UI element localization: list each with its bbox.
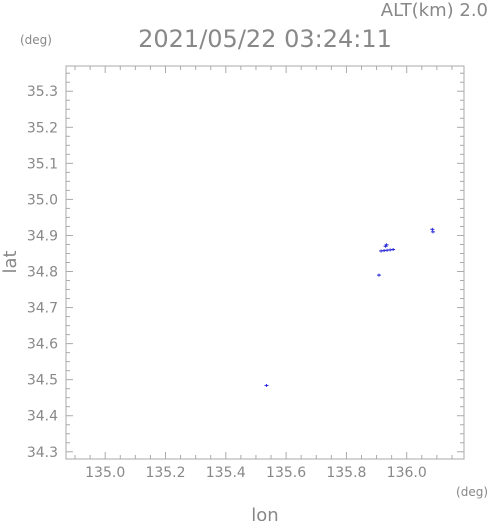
chart-title: 2021/05/22 03:24:11 xyxy=(138,25,392,53)
x-axis-title: lon xyxy=(251,505,278,521)
plot-frame xyxy=(65,65,465,460)
y-tick-label: 35.0 xyxy=(27,192,58,208)
x-tick-label: 135.4 xyxy=(206,465,246,481)
y-tick-label: 35.3 xyxy=(27,84,58,100)
y-tick-label: 34.3 xyxy=(27,445,58,461)
x-axis: 135.0 135.2 135.4 135.6 135.8 136.0 xyxy=(74,66,453,481)
x-tick-label: 135.8 xyxy=(326,465,366,481)
y-tick-label: 34.6 xyxy=(27,337,58,353)
data-point xyxy=(430,227,435,231)
y-unit-label: (deg) xyxy=(20,33,52,47)
y-axis: 34.3 34.4 34.5 34.6 34.7 34.8 34.9 35.0 35.1 35.2… xyxy=(27,72,464,461)
x-tick-label: 136.0 xyxy=(387,465,427,481)
y-tick-label: 34.9 xyxy=(27,228,58,244)
x-tick-label: 135.6 xyxy=(266,465,306,481)
data-point xyxy=(376,273,381,277)
altitude-label: ALT(km) 2.0 xyxy=(381,0,488,21)
x-tick-label: 135.0 xyxy=(85,465,125,481)
y-tick-label: 34.7 xyxy=(27,301,58,317)
y-tick-label: 34.8 xyxy=(27,265,58,281)
y-tick-label: 34.4 xyxy=(27,409,58,425)
data-point xyxy=(391,248,396,252)
y-tick-label: 34.5 xyxy=(27,373,58,389)
y-axis-title: lat xyxy=(0,250,21,273)
y-tick-label: 35.2 xyxy=(27,120,58,136)
data-point xyxy=(430,230,435,234)
data-point xyxy=(264,383,269,387)
data-point xyxy=(384,243,389,247)
x-unit-label: (deg) xyxy=(456,485,488,499)
data-points xyxy=(264,227,435,387)
y-tick-label: 35.1 xyxy=(27,156,58,172)
x-tick-label: 135.2 xyxy=(145,465,185,481)
